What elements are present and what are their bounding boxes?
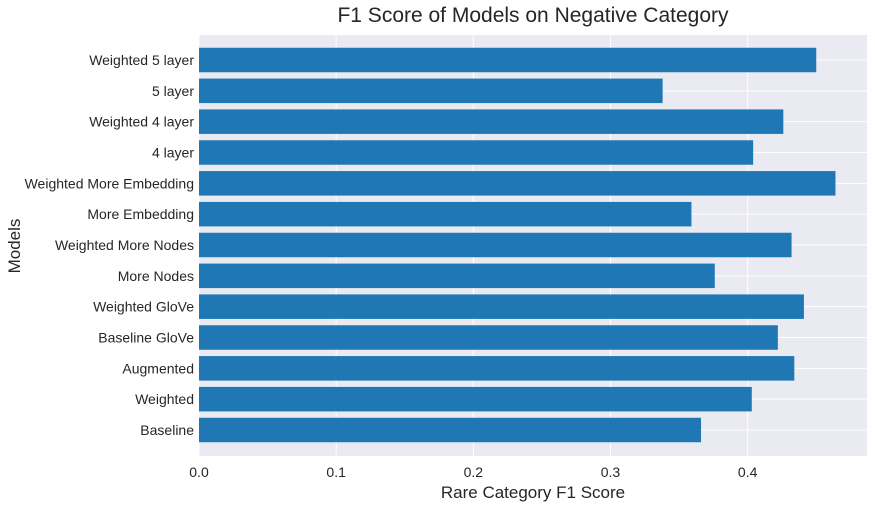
y-tick-label: Weighted More Embedding [25,175,194,191]
bar-weighted-5-layer [199,47,817,73]
bar-more-embedding [199,201,692,227]
y-tick-label: Weighted 4 layer [89,114,194,130]
y-tick-label: Weighted [135,391,194,407]
bar-weighted-glove [199,294,804,319]
x-axis-label: Rare Category F1 Score [441,483,625,502]
bar-baseline [199,417,702,443]
bar-more-nodes [199,263,715,289]
x-tick-label: 0.4 [738,464,758,480]
y-tick-labels: Baseline Weighted Augmented Baseline GloVe W… [25,52,195,438]
bar-augmented [199,356,795,381]
y-tick-label: 4 layer [152,145,194,161]
y-tick-label: Weighted More Nodes [55,237,194,253]
x-tick-label: 0.2 [464,464,484,480]
x-tick-label: 0.1 [326,464,346,480]
x-tick-label: 0.3 [601,464,621,480]
bar-4-layer [199,140,754,165]
bar-weighted-more-nodes [199,232,792,258]
y-tick-label: Weighted 5 layer [89,52,194,68]
y-tick-label: Baseline GloVe [98,330,194,346]
x-tick-label: 0.0 [189,464,209,480]
y-axis-label: Models [5,219,24,274]
y-tick-label: More Nodes [118,268,194,284]
bar-baseline-glove [199,325,778,350]
y-tick-label: Augmented [122,360,194,376]
bar-weighted [199,386,752,412]
bar-5-layer [199,78,663,104]
y-tick-label: Baseline [140,422,194,438]
y-tick-label: 5 layer [152,83,194,99]
x-tick-labels: 0.0 0.1 0.2 0.3 0.4 [189,464,757,480]
bar-weighted-more-embedding [199,171,836,196]
y-tick-label: More Embedding [87,206,194,222]
bar-weighted-4-layer [199,109,784,134]
chart-title: F1 Score of Models on Negative Category [337,4,729,27]
y-tick-label: Weighted GloVe [93,299,194,315]
bars [199,47,836,443]
